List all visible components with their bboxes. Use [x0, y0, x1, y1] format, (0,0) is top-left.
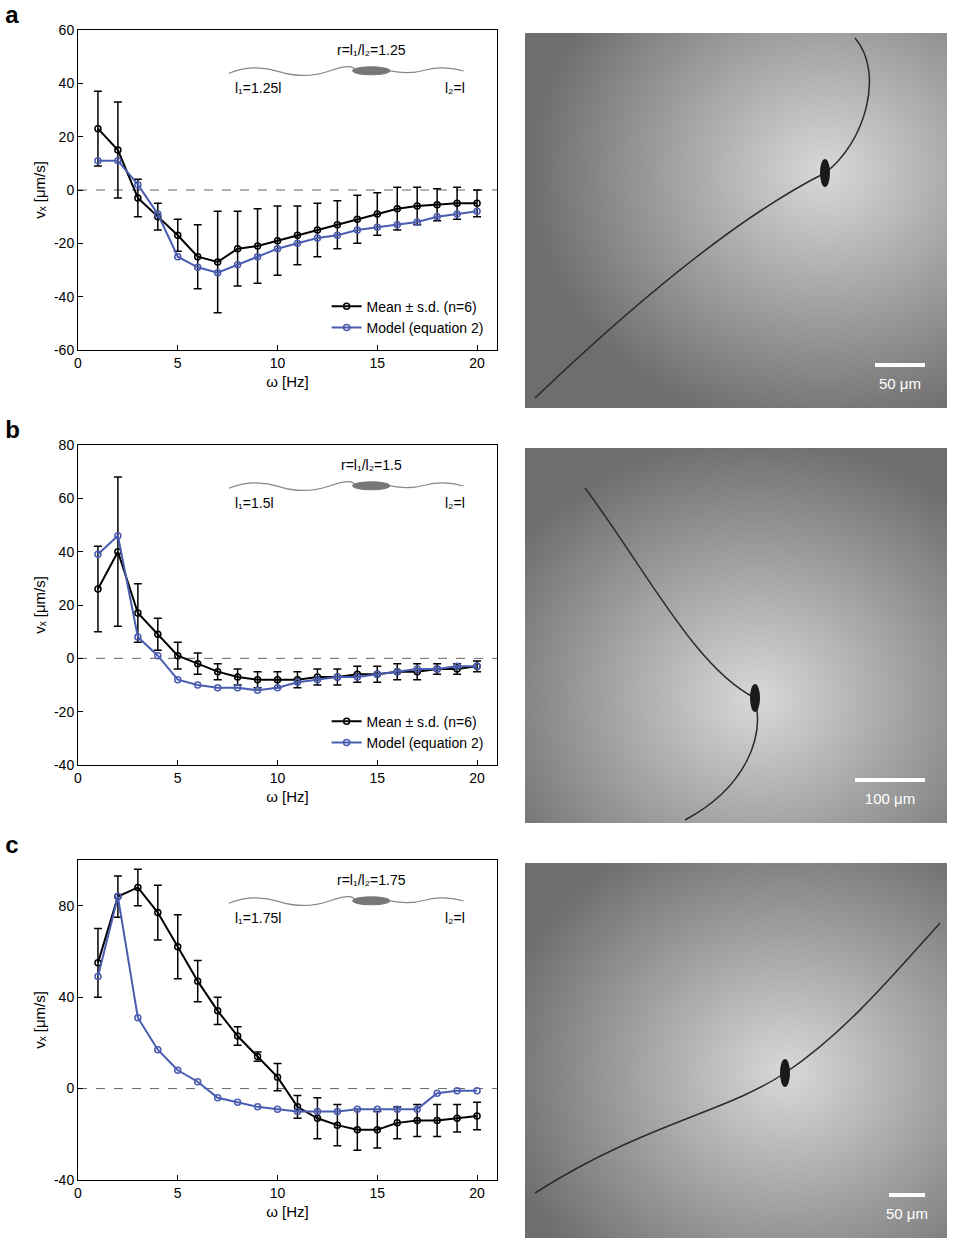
svg-text:0: 0: [66, 1080, 74, 1096]
svg-text:vₓ [μm/s]: vₓ [μm/s]: [31, 161, 48, 219]
svg-text:c: c: [5, 831, 18, 858]
svg-text:0: 0: [74, 770, 82, 786]
svg-text:5: 5: [174, 355, 182, 371]
svg-text:100 μm: 100 μm: [865, 790, 915, 807]
svg-text:vₓ [μm/s]: vₓ [μm/s]: [31, 576, 48, 634]
svg-text:5: 5: [174, 1185, 182, 1201]
svg-text:10: 10: [270, 770, 286, 786]
svg-text:vₓ [μm/s]: vₓ [μm/s]: [31, 991, 48, 1049]
svg-text:40: 40: [59, 544, 75, 560]
svg-text:0: 0: [74, 355, 82, 371]
svg-text:-20: -20: [54, 235, 74, 251]
svg-text:20: 20: [59, 597, 75, 613]
svg-text:Mean ± s.d. (n=6): Mean ± s.d. (n=6): [367, 299, 477, 315]
svg-text:-40: -40: [54, 1172, 74, 1188]
svg-text:15: 15: [370, 355, 386, 371]
svg-text:60: 60: [59, 22, 75, 38]
svg-text:10: 10: [270, 355, 286, 371]
svg-text:60: 60: [59, 490, 75, 506]
svg-text:-60: -60: [54, 342, 74, 358]
svg-text:r=l₁/l₂=1.75: r=l₁/l₂=1.75: [337, 872, 406, 888]
svg-text:40: 40: [59, 75, 75, 91]
svg-text:-40: -40: [54, 289, 74, 305]
svg-text:20: 20: [469, 355, 485, 371]
svg-text:5: 5: [174, 770, 182, 786]
svg-text:20: 20: [469, 770, 485, 786]
svg-text:r=l₁/l₂=1.5: r=l₁/l₂=1.5: [341, 457, 402, 473]
svg-text:l₁=1.5l: l₁=1.5l: [235, 495, 274, 511]
svg-text:Mean ± s.d. (n=6): Mean ± s.d. (n=6): [367, 714, 477, 730]
svg-text:80: 80: [59, 898, 75, 914]
svg-text:Model (equation 2): Model (equation 2): [367, 320, 484, 336]
svg-text:l₁=1.75l: l₁=1.75l: [235, 910, 281, 926]
svg-text:ω [Hz]: ω [Hz]: [266, 788, 309, 805]
svg-text:l₂=l: l₂=l: [445, 495, 465, 511]
svg-text:0: 0: [66, 650, 74, 666]
svg-text:0: 0: [66, 182, 74, 198]
svg-text:80: 80: [59, 437, 75, 453]
svg-text:r=l₁/l₂=1.25: r=l₁/l₂=1.25: [337, 42, 406, 58]
svg-text:l₂=l: l₂=l: [445, 910, 465, 926]
svg-text:15: 15: [370, 770, 386, 786]
svg-text:0: 0: [74, 1185, 82, 1201]
svg-text:Model (equation 2): Model (equation 2): [367, 735, 484, 751]
svg-text:ω [Hz]: ω [Hz]: [266, 1203, 309, 1220]
svg-text:b: b: [5, 416, 20, 443]
svg-text:40: 40: [59, 989, 75, 1005]
svg-text:20: 20: [469, 1185, 485, 1201]
svg-text:l₁=1.25l: l₁=1.25l: [235, 80, 281, 96]
svg-text:15: 15: [370, 1185, 386, 1201]
svg-text:ω [Hz]: ω [Hz]: [266, 373, 309, 390]
svg-text:a: a: [5, 1, 19, 28]
svg-text:20: 20: [59, 129, 75, 145]
svg-text:-20: -20: [54, 704, 74, 720]
svg-text:50 μm: 50 μm: [879, 375, 921, 392]
svg-text:l₂=l: l₂=l: [445, 80, 465, 96]
svg-text:10: 10: [270, 1185, 286, 1201]
svg-text:50 μm: 50 μm: [886, 1205, 928, 1222]
svg-text:-40: -40: [54, 757, 74, 773]
